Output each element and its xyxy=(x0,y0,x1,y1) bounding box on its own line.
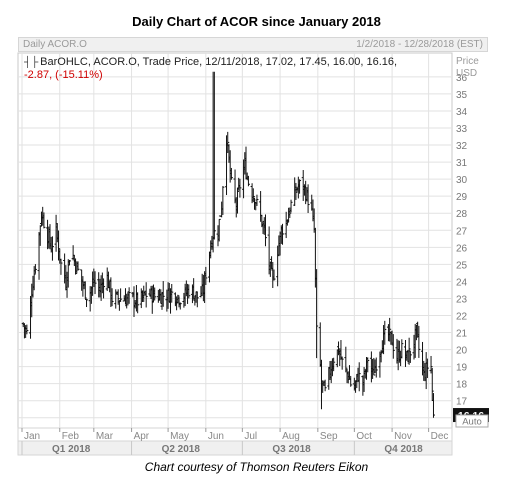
legend-change-label: -2.87, (-15.11%) xyxy=(24,69,103,81)
y-tick-label: 31 xyxy=(456,158,468,169)
plot-area xyxy=(17,52,453,429)
y-axis-title: Price xyxy=(456,56,479,67)
chart-info-bar: Daily ACOR.O 1/2/2018 - 12/28/2018 (EST) xyxy=(18,37,488,52)
month-tick-label: Sep xyxy=(320,431,338,442)
month-tick-label: Aug xyxy=(282,431,300,442)
month-tick-label: Jan xyxy=(24,431,40,442)
y-axis-unit: USD xyxy=(456,68,477,79)
y-tick-label: 33 xyxy=(456,124,468,135)
y-tick-label: 34 xyxy=(456,107,468,118)
y-tick-label: 21 xyxy=(456,329,468,340)
quarter-tick-label: Q4 2018 xyxy=(384,444,423,455)
y-tick-label: 17 xyxy=(456,397,468,408)
quarter-tick-label: Q3 2018 xyxy=(272,444,311,455)
y-tick-label: 28 xyxy=(456,209,468,220)
y-tick-label: 19 xyxy=(456,363,468,374)
month-axis-band xyxy=(17,427,453,442)
chart-legend: ┤├ BarOHLC, ACOR.O, Trade Price, 12/11/20… xyxy=(24,56,397,81)
month-tick-label: Oct xyxy=(356,431,372,442)
y-tick-label: 30 xyxy=(456,175,468,186)
instrument-label: Daily ACOR.O xyxy=(23,39,87,50)
chart-title: Daily Chart of ACOR since January 2018 xyxy=(132,14,381,29)
quarter-tick-label: Q2 2018 xyxy=(162,444,201,455)
month-tick-label: Jun xyxy=(208,431,224,442)
auto-scale-label: Auto xyxy=(462,417,482,428)
legend-series-label: BarOHLC, ACOR.O, Trade Price, 12/11/2018… xyxy=(40,56,398,68)
y-tick-label: 36 xyxy=(456,73,468,84)
y-tick-label: 22 xyxy=(456,312,468,323)
month-tick-label: Mar xyxy=(96,431,114,442)
chart-caption: Chart courtesy of Thomson Reuters Eikon xyxy=(144,460,369,474)
y-tick-label: 27 xyxy=(456,226,468,237)
y-tick-label: 26 xyxy=(456,243,468,254)
month-tick-label: Jul xyxy=(244,431,257,442)
month-tick-label: Dec xyxy=(431,431,449,442)
bar-type-icon: ┤├ xyxy=(24,57,39,68)
quarter-tick-label: Q1 2018 xyxy=(52,444,91,455)
y-tick-label: 35 xyxy=(456,90,468,101)
y-tick-label: 32 xyxy=(456,141,468,152)
month-tick-label: Apr xyxy=(134,431,150,442)
y-tick-label: 29 xyxy=(456,192,468,203)
month-tick-label: Feb xyxy=(62,431,80,442)
y-tick-label: 18 xyxy=(456,380,468,391)
y-tick-label: 23 xyxy=(456,294,468,305)
y-tick-label: 20 xyxy=(456,346,468,357)
y-tick-label: 25 xyxy=(456,260,468,271)
auto-scale-button xyxy=(455,414,489,428)
month-tick-label: Nov xyxy=(394,431,412,442)
date-range-label: 1/2/2018 - 12/28/2018 (EST) xyxy=(356,39,483,50)
quarter-axis-band xyxy=(17,440,453,456)
month-tick-label: May xyxy=(170,431,189,442)
y-tick-label: 24 xyxy=(456,277,468,288)
